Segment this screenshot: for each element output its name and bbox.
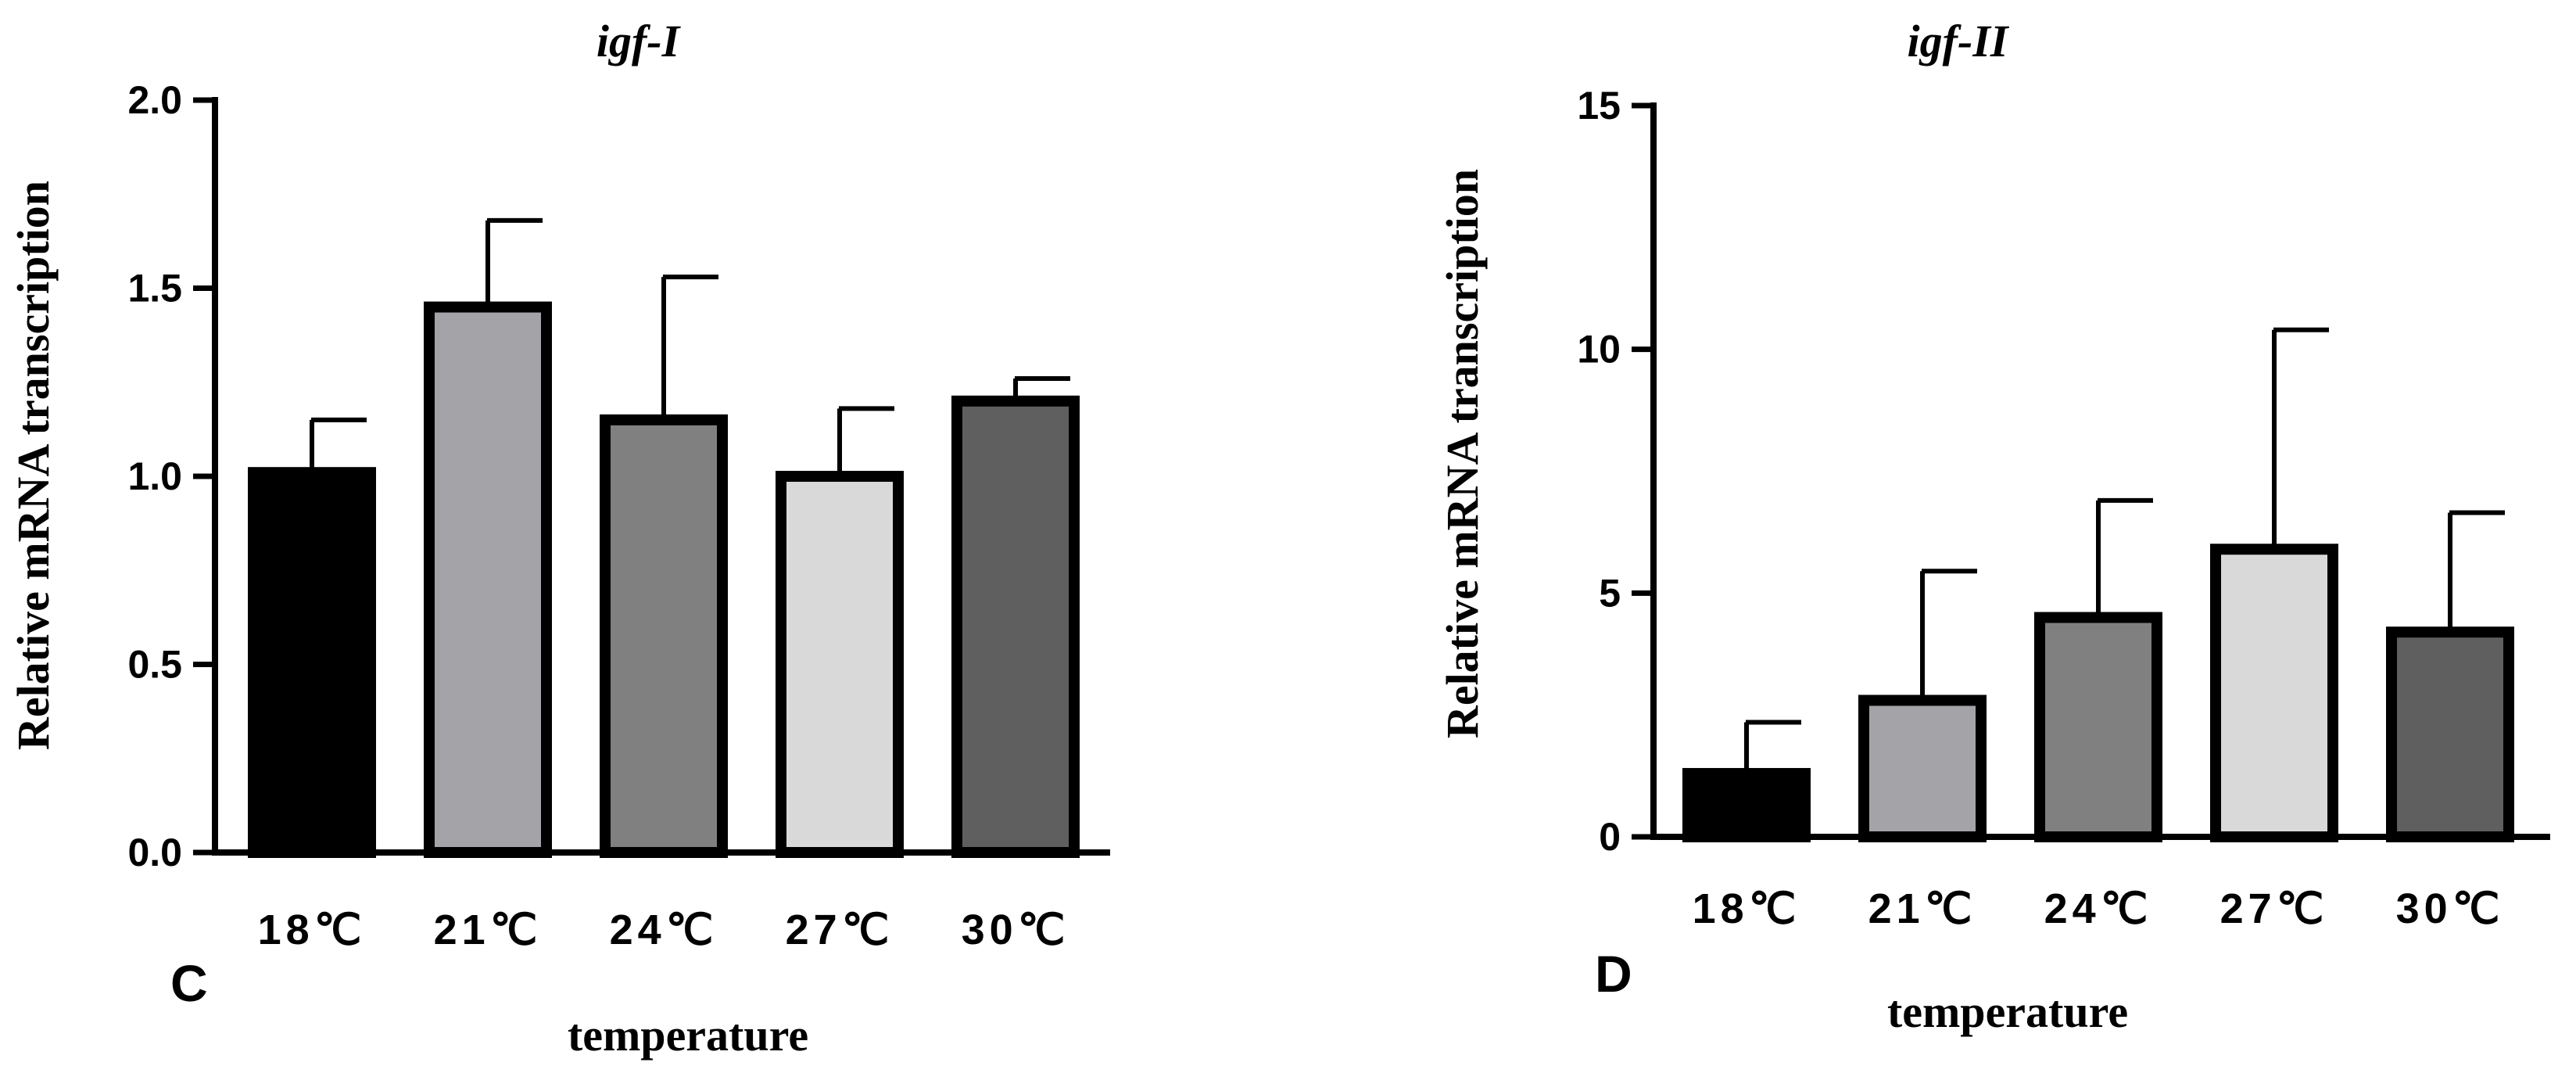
y-tick-label: 0 [1599, 815, 1621, 859]
y-axis-title: Relative mRNA transcription [1437, 169, 1488, 738]
bar [2386, 626, 2514, 842]
y-tick-group: 0 5 10 15 [1577, 84, 1653, 859]
category-label: 18℃ [1693, 885, 1801, 932]
chart-panel-d: igf-II Relative mRNA transcription tempe… [1437, 16, 2550, 1037]
panel-label: C [170, 954, 208, 1012]
category-label: 30℃ [962, 906, 1070, 953]
category-label: 21℃ [1868, 885, 1977, 932]
bar [600, 414, 728, 858]
category-label-group: 18℃ 21℃ 24℃ 27℃ 30℃ [258, 906, 1070, 953]
x-axis-title: temperature [1887, 986, 2128, 1037]
bar-group [1682, 327, 2514, 843]
category-label: 18℃ [258, 906, 367, 953]
bar [776, 471, 904, 858]
y-tick-label: 2.0 [127, 78, 182, 122]
chart-title: igf-II [1908, 16, 2010, 66]
y-tick-label: 5 [1599, 571, 1621, 615]
bar [2210, 544, 2338, 842]
y-tick-label: 15 [1577, 84, 1621, 127]
bar [424, 301, 552, 858]
axes [212, 97, 1110, 856]
x-axis-title: temperature [568, 1010, 808, 1061]
bar [248, 467, 376, 858]
y-tick-label: 1.0 [127, 454, 182, 498]
y-tick-label: 1.5 [127, 267, 182, 310]
category-label: 24℃ [2044, 885, 2153, 932]
category-label: 21℃ [434, 906, 543, 953]
bar [951, 395, 1080, 858]
bar [1682, 767, 1811, 843]
y-tick-label: 10 [1577, 328, 1621, 372]
y-axis-title: Relative mRNA transcription [8, 181, 59, 750]
chart-panel-c: igf-I Relative mRNA transcription temper… [8, 16, 1110, 1061]
category-label: 30℃ [2396, 885, 2505, 932]
category-label: 27℃ [786, 906, 894, 953]
y-tick-group: 0.0 0.5 1.0 1.5 2.0 [127, 78, 215, 874]
y-tick-label: 0.5 [127, 643, 182, 687]
axes [1650, 102, 2550, 840]
bar-group [248, 217, 1080, 858]
category-label-group: 18℃ 21℃ 24℃ 27℃ 30℃ [1693, 885, 2505, 932]
bar [1858, 695, 1987, 843]
category-label: 27℃ [2220, 885, 2329, 932]
category-label: 24℃ [610, 906, 718, 953]
chart-title: igf-I [597, 16, 682, 66]
panel-label: D [1595, 945, 1632, 1003]
y-tick-label: 0.0 [127, 831, 182, 874]
bar [2034, 612, 2162, 842]
